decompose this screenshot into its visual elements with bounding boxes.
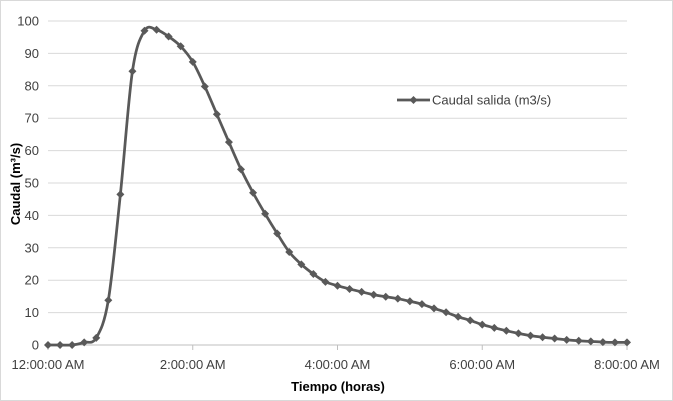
x-tick-label-2: 4:00:00 AM [305,357,371,372]
y-tick-label-10: 10 [25,305,39,320]
legend-marker [409,96,418,104]
data-point-43 [562,335,571,344]
data-point-28 [381,292,390,301]
data-point-9 [152,25,161,34]
data-point-17 [249,188,258,197]
gridlines [48,20,627,314]
data-point-47 [610,338,619,347]
data-point-13 [200,82,209,91]
data-point-48 [623,338,631,347]
data-point-33 [442,308,451,317]
series-caudal-salida [44,25,631,349]
data-point-23 [321,277,330,286]
data-point-15 [224,138,233,147]
data-point-19 [273,229,282,238]
data-point-12 [188,57,197,66]
data-point-11 [176,42,185,51]
data-point-35 [466,316,475,325]
data-point-16 [237,165,246,174]
x-tick-label-3: 6:00:00 AM [449,357,515,372]
y-axis-title: Caudal (m³/s) [8,143,23,225]
data-point-4 [92,333,101,342]
data-point-40 [526,331,535,340]
data-point-6 [116,190,125,199]
data-point-36 [478,320,487,329]
series-line [46,25,629,347]
y-tick-label-70: 70 [25,111,39,126]
legend-label: Caudal salida (m3/s) [432,93,551,108]
x-axis-title: Tiempo (horas) [291,379,385,394]
x-tick-label-4: 8:00:00 AM [594,357,660,372]
data-point-3 [80,338,89,347]
y-tick-label-50: 50 [25,176,39,191]
y-tick-label-80: 80 [25,78,39,93]
data-point-14 [212,110,221,119]
y-tick-label-30: 30 [25,240,39,255]
data-point-32 [429,304,438,313]
data-point-31 [417,300,426,309]
x-axis-tick-labels: 12:00:00 AM 2:00:00 AM 4:00:00 AM 6:00:00 A… [12,357,660,372]
data-point-26 [357,287,366,296]
data-point-44 [574,336,583,345]
data-point-30 [405,297,414,306]
data-point-22 [309,270,318,279]
data-point-1 [56,341,65,349]
y-tick-label-20: 20 [25,273,39,288]
data-point-10 [164,32,173,41]
y-tick-label-40: 40 [25,208,39,223]
y-tick-label-0: 0 [32,338,39,353]
axes [47,344,628,350]
data-point-21 [297,260,306,269]
data-point-34 [454,312,463,321]
data-point-20 [285,248,294,257]
data-point-38 [502,326,511,335]
legend: Caudal salida (m3/s) [397,93,551,108]
data-point-42 [550,334,559,343]
y-axis-tick-labels: 0 10 20 30 40 50 60 70 80 90 100 [17,14,39,353]
data-point-18 [261,209,270,218]
data-point-41 [538,333,547,342]
data-point-45 [586,337,595,346]
data-point-39 [514,329,523,338]
y-tick-label-60: 60 [25,143,39,158]
data-point-27 [369,290,378,299]
data-point-8 [140,26,149,35]
x-tick-label-1: 2:00:00 AM [160,357,226,372]
y-tick-label-100: 100 [17,14,39,29]
data-point-2 [68,341,77,349]
data-point-29 [393,294,402,303]
data-point-25 [345,284,354,293]
x-tick-label-0: 12:00:00 AM [12,357,85,372]
data-point-24 [333,281,342,290]
data-point-5 [104,296,113,305]
data-point-7 [128,67,137,76]
data-point-37 [490,323,499,332]
data-point-46 [598,338,607,347]
y-tick-label-90: 90 [25,46,39,61]
data-point-0 [44,341,52,349]
